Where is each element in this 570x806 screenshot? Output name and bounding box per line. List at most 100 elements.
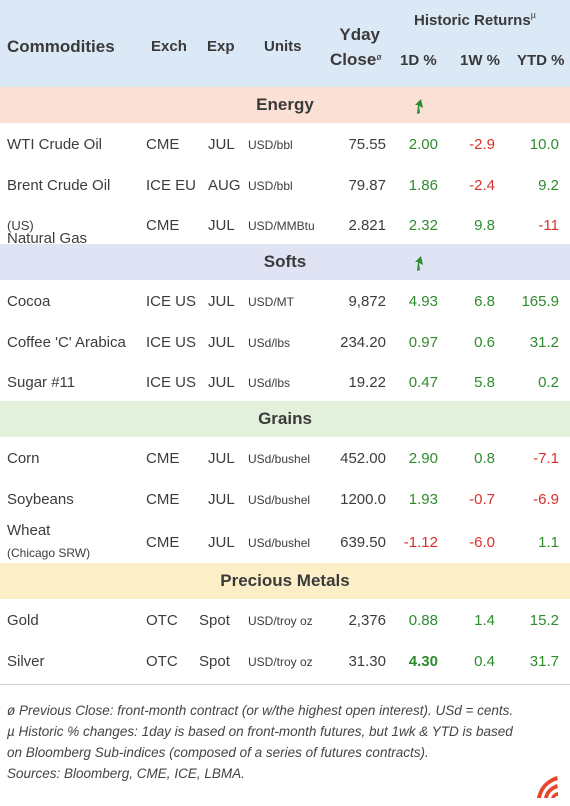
header-historic-label: Historic Returns [414,12,531,29]
row-close: 2.821 [348,217,386,234]
row-close: 452.00 [340,450,386,467]
row-1w: 1.4 [474,612,495,629]
row-exch: ICE US [146,293,197,310]
row-1d: 2.00 [408,136,438,153]
row-1d: 4.30 [408,653,438,670]
row-name-wrap: Natural Gas (US) [7,217,87,247]
section-softs-title: Softs [263,252,307,271]
row-units: USd/lbs [248,336,291,350]
row-exch: CME [146,136,180,153]
header-historic-mark: µ [530,10,536,20]
header-historic-returns: Historic Returnsµ [414,10,536,29]
row-exp: JUL [208,534,235,551]
header-exp: Exp [207,38,235,55]
row-exp: JUL [208,334,235,351]
header-commodities: Commodities [7,37,115,56]
section-energy: Energy [0,87,570,123]
row-name: Cocoa [7,293,51,310]
row-1w: 0.6 [474,334,495,351]
row-close: 79.87 [348,177,386,194]
row-units: USD/MT [248,295,294,309]
row-units: USd/lbs [248,376,291,390]
row-close: 75.55 [348,136,386,153]
table-header: Commodities Exch Exp Units Yday Closeø H… [0,0,570,87]
row-1d: 2.90 [408,450,438,467]
table-row: Sugar #11 ICE US JUL USd/lbs 19.22 0.47 … [0,361,570,402]
row-name-sub: (Chicago SRW) [7,546,91,560]
row-name: WTI Crude Oil [7,136,103,153]
row-ytd: 15.2 [529,612,559,629]
footnote-line: on Bloomberg Sub-indices (composed of a … [7,745,429,760]
row-1d: 0.97 [408,334,438,351]
section-energy-title: Energy [256,95,314,114]
header-1w: 1W % [460,52,501,69]
table-row: Gold OTC Spot USD/troy oz 2,376 0.88 1.4… [0,599,570,640]
table-row: Cocoa ICE US JUL USD/MT 9,872 4.93 6.8 1… [0,280,570,321]
row-exch: ICE EU [146,177,197,194]
row-exp: JUL [208,293,235,310]
row-exch: CME [146,491,180,508]
row-close: 19.22 [348,374,386,391]
row-ytd: 0.2 [538,374,559,391]
row-1d: 1.86 [408,177,438,194]
row-exp: JUL [208,136,235,153]
row-exp: JUL [208,217,235,234]
row-name: Coffee 'C' Arabica [7,334,126,351]
row-ytd: -6.9 [533,491,559,508]
header-yday-line2-wrap: Closeø [330,47,382,72]
row-ytd: 1.1 [538,534,559,551]
header-exch: Exch [151,38,187,55]
row-ytd: -11 [538,217,559,234]
header-yday-line1: Yday [339,25,380,44]
footnote-divider [0,684,570,685]
row-units: USD/bbl [248,179,293,193]
row-exp: JUL [208,450,235,467]
up-arrow-icon [415,256,423,271]
row-1w: -0.7 [469,491,495,508]
footnote-line: µ Historic % changes: 1day is based on f… [7,724,513,739]
row-name: Silver [7,653,45,670]
section-precious-metals: Precious Metals [0,563,570,599]
row-1w: 9.8 [474,217,495,234]
row-units: USd/bushel [248,536,311,550]
row-1w: -2.9 [469,136,495,153]
table-row: Silver OTC Spot USD/troy oz 31.30 4.30 0… [0,640,570,681]
table-row: Corn CME JUL USd/bushel 452.00 2.90 0.8 … [0,437,570,478]
row-exp: Spot [199,653,230,670]
row-units: USd/bushel [248,452,311,466]
brand-logo [537,776,558,798]
section-metals-title: Precious Metals [220,571,350,590]
row-1w: 0.8 [474,450,495,467]
row-close: 31.30 [348,653,386,670]
table-row: Brent Crude Oil ICE EU AUG USD/bbl 79.87… [0,164,570,205]
table-row: Soybeans CME JUL USd/bushel 1200.0 1.93 … [0,478,570,519]
header-ytd: YTD % [517,52,565,69]
footnote-sources: Sources: Bloomberg, CME, ICE, LBMA. [7,766,245,781]
header-yday-close: Yday Closeø [330,22,382,72]
row-name: Gold [7,612,39,629]
row-ytd: 9.2 [538,177,559,194]
row-exch: CME [146,217,180,234]
row-exch: ICE US [146,334,197,351]
row-exp: JUL [208,491,235,508]
row-name: Wheat [7,522,51,539]
row-name: Soybeans [7,491,74,508]
header-1d: 1D % [400,52,437,69]
row-close: 639.50 [340,534,386,551]
row-exp: JUL [208,374,235,391]
row-ytd: 31.2 [529,334,559,351]
section-softs: Softs [0,244,570,280]
row-exch: CME [146,450,180,467]
row-1d: 1.93 [408,491,438,508]
row-close: 1200.0 [340,491,386,508]
row-1w: 5.8 [474,374,495,391]
row-ytd: 165.9 [521,293,559,310]
table-row: Wheat (Chicago SRW) CME JUL USd/bushel 6… [0,514,570,564]
row-units: USD/troy oz [248,655,313,669]
header-yday-line2: Close [330,50,377,69]
row-1w: -6.0 [469,534,495,551]
row-name: Corn [7,450,40,467]
row-units: USD/bbl [248,138,293,152]
row-name-suffix: (US) [7,218,34,233]
row-1d: 0.47 [408,374,438,391]
